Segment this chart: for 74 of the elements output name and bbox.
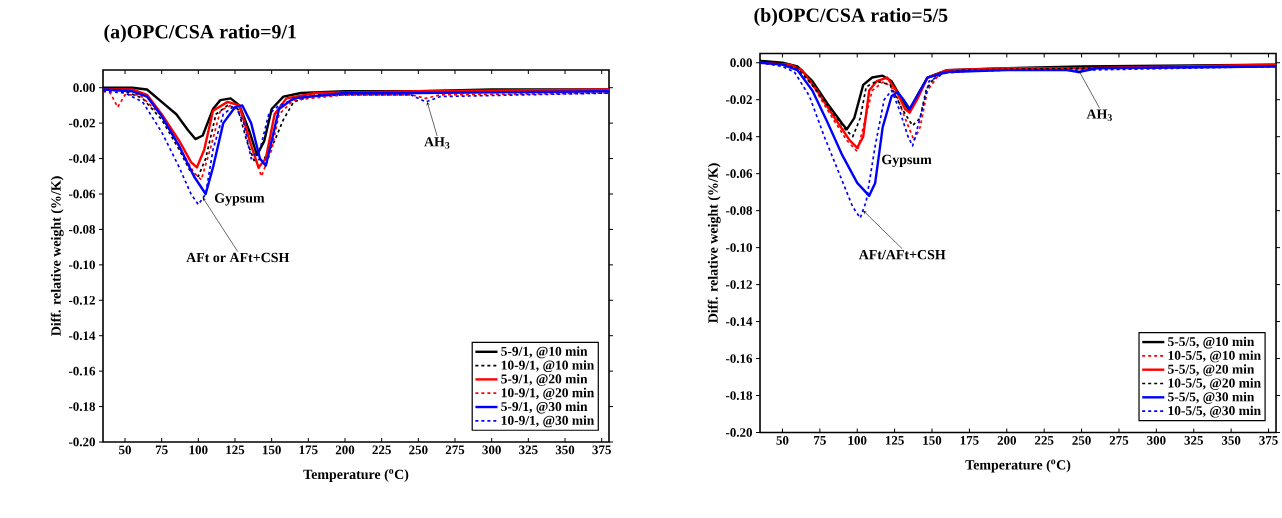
legend-label: 10-5/5, @10 min [1168, 350, 1261, 363]
annotation: AH$_{3}$ [424, 137, 450, 149]
x-tick-label: 175 [960, 436, 979, 445]
y-tick-label: -0.14 [725, 317, 753, 326]
y-axis-title: Diff. relative weight (%/K) [50, 176, 64, 336]
y-tick-label: -0.06 [68, 189, 96, 199]
x-tick-label: 100 [848, 436, 867, 445]
x-tick-label: 300 [1147, 436, 1166, 445]
y-tick-label: -0.10 [68, 260, 95, 270]
y-tick-label: -0.20 [725, 428, 752, 437]
y-tick-label: -0.12 [725, 280, 752, 289]
x-tick-label: 125 [226, 445, 245, 455]
x-tick-label: 225 [1035, 436, 1054, 445]
y-tick-label: -0.16 [725, 354, 753, 363]
y-tick-label: -0.04 [725, 132, 753, 142]
y-tick-label: -0.02 [725, 95, 752, 105]
y-tick-label: -0.16 [68, 366, 96, 376]
x-tick-label: 375 [592, 445, 611, 455]
x-tick-label: 275 [445, 445, 465, 455]
y-tick-label: -0.08 [725, 206, 753, 216]
legend-label: 5-9/1, @30 min [501, 401, 588, 414]
chart-title: (a)OPC/CSA ratio=9/1 [104, 24, 296, 43]
x-tick-label: 200 [335, 445, 355, 455]
y-tick-label: 0.00 [73, 83, 95, 93]
y-tick-label: -0.10 [725, 243, 752, 253]
y-tick-label: -0.18 [68, 402, 96, 411]
x-tick-label: 275 [1109, 436, 1129, 445]
x-tick-label: 250 [1072, 436, 1091, 445]
y-tick-label: -0.18 [725, 391, 753, 400]
x-tick-label: 200 [997, 436, 1017, 445]
x-tick-label: 150 [923, 436, 942, 445]
x-tick-label: 300 [482, 445, 501, 455]
y-tick-label: -0.06 [725, 169, 753, 179]
annotation: AFt/AFt+CSH [858, 249, 946, 260]
y-tick-label: -0.12 [68, 295, 95, 305]
x-tick-label: 50 [119, 445, 131, 455]
x-tick-label: 150 [262, 445, 281, 455]
x-axis-title: Temperature ($^{o}$C) [303, 469, 409, 482]
y-tick-label: -0.14 [68, 331, 96, 341]
x-axis-title: Temperature ($^{o}$C) [965, 459, 1071, 473]
legend-label: 10-9/1, @10 min [501, 360, 595, 373]
x-tick-label: 75 [155, 445, 168, 455]
legend-label: 5-5/5, @10 min [1168, 336, 1255, 349]
y-tick-label: -0.04 [68, 154, 96, 163]
x-tick-label: 325 [519, 445, 538, 455]
x-tick-label: 50 [776, 436, 789, 445]
y-tick-label: 0.00 [730, 58, 752, 68]
legend-label: 5-9/1, @20 min [501, 373, 588, 386]
x-tick-label: 375 [1259, 436, 1278, 445]
legend-label: 5-5/5, @30 min [1168, 391, 1255, 404]
y-axis-title: Diff. relative weight (%/K) [707, 163, 721, 323]
x-tick-label: 350 [555, 445, 575, 455]
legend-label: 5-9/1, @10 min [501, 346, 588, 359]
legend-label: 10-5/5, @20 min [1168, 378, 1261, 390]
y-tick-label: -0.02 [68, 118, 95, 128]
y-tick-label: -0.08 [68, 225, 96, 234]
legend-label: 10-5/5, @30 min [1168, 405, 1261, 418]
y-tick-label: -0.20 [68, 437, 95, 447]
x-tick-label: 175 [299, 445, 318, 455]
annotation: Gypsum [882, 154, 932, 168]
legend-label: 5-5/5, @20 min [1168, 364, 1255, 377]
x-tick-label: 225 [372, 445, 391, 455]
chart-title: (b)OPC/CSA ratio=5/5 [754, 7, 948, 26]
annotation: AFt or AFt+CSH [186, 252, 290, 263]
annotation: Gypsum [214, 193, 265, 206]
x-tick-label: 325 [1184, 436, 1203, 445]
x-tick-label: 350 [1221, 436, 1241, 445]
x-tick-label: 100 [189, 445, 208, 455]
legend-label: 10-9/1, @30 min [501, 415, 595, 428]
x-tick-label: 250 [409, 445, 428, 455]
x-tick-label: 125 [885, 436, 904, 445]
x-tick-label: 75 [814, 436, 826, 445]
legend-label: 10-9/1, @20 min [501, 387, 595, 400]
annotation: AH$_{3}$ [1086, 109, 1112, 121]
